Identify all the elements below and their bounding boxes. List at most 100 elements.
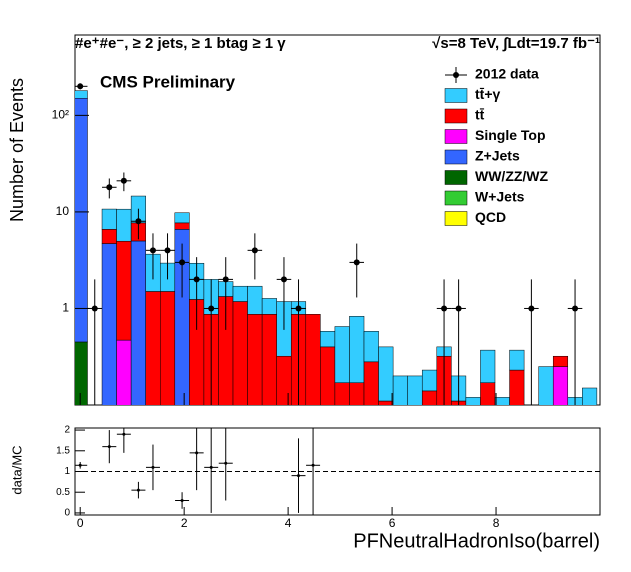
histogram-bar — [75, 90, 88, 99]
legend-swatch — [444, 149, 468, 165]
legend-swatch — [444, 108, 468, 124]
histogram-bar — [116, 208, 132, 242]
histogram-bar — [247, 285, 263, 315]
y-tick-label: 10² — [52, 108, 69, 122]
y-tick-label: 1.5 — [56, 445, 70, 456]
x-tick-label: 8 — [493, 516, 500, 530]
histogram-bar — [101, 229, 117, 244]
data-point — [295, 305, 302, 312]
annotation: CMS Preliminary — [100, 72, 236, 91]
histogram-bar — [101, 208, 117, 230]
histogram-bar — [494, 397, 510, 405]
histogram-bar — [174, 222, 190, 230]
x-axis-label: PFNeutralHadronIso(barrel) — [353, 530, 600, 552]
histogram-bar — [320, 331, 336, 348]
histogram-bar — [320, 346, 336, 405]
histogram-bar — [349, 382, 365, 405]
data-point — [441, 305, 448, 312]
data-point — [222, 276, 229, 283]
x-tick-label: 0 — [77, 516, 84, 530]
data-point — [195, 451, 199, 455]
histogram-bar — [465, 397, 481, 405]
x-tick-label: 4 — [285, 516, 292, 530]
y-tick-label: 10 — [56, 204, 70, 218]
y-tick-label: 0 — [64, 508, 70, 519]
data-point — [151, 465, 155, 469]
histogram-bar — [480, 349, 496, 384]
legend-label: tt̄+γ — [475, 86, 501, 102]
histogram-bar — [538, 366, 554, 405]
data-point — [78, 463, 82, 467]
data-point — [122, 432, 126, 436]
data-point — [179, 259, 186, 266]
data-point — [91, 305, 98, 312]
y-tick-label: 1 — [62, 301, 69, 315]
histogram-bar — [75, 97, 88, 343]
data-point — [455, 305, 462, 312]
legend-label: Single Top — [475, 127, 546, 143]
chart-title: #e⁺#e⁻, ≥ 2 jets, ≥ 1 btag ≥ 1 γ — [75, 35, 286, 52]
histogram-bar — [130, 240, 146, 405]
x-tick-label: 6 — [389, 516, 396, 530]
data-point — [120, 177, 127, 184]
histogram-bar — [276, 355, 292, 405]
histogram-bar — [247, 314, 263, 405]
histogram-bar — [261, 298, 277, 315]
data-point — [208, 305, 215, 312]
y-tick-label: 1 — [64, 466, 70, 477]
histogram-bar — [174, 212, 190, 224]
data-point — [297, 474, 301, 478]
histogram-bar — [582, 387, 598, 405]
histogram-bar — [363, 361, 379, 405]
data-point — [311, 463, 315, 467]
y-tick-label: 2 — [64, 425, 70, 436]
histogram-bar — [552, 366, 569, 405]
legend-label: 2012 data — [475, 66, 539, 82]
chart-subtitle: √s=8 TeV, ∫Ldt=19.7 fb⁻¹ — [432, 35, 600, 52]
data-point — [572, 305, 579, 312]
data-point — [251, 247, 258, 254]
data-point — [136, 488, 140, 492]
histogram-bar — [407, 375, 423, 405]
axes: 1 10 10² 0 0.5 1 1.5 2 0 2 4 6 8 — [52, 108, 500, 531]
data-point — [149, 247, 156, 254]
histogram-bar — [232, 285, 248, 302]
histogram-bar — [552, 355, 569, 367]
legend-swatch — [444, 129, 468, 144]
legend-label: tt̄ — [475, 106, 485, 122]
histogram-bar — [145, 291, 161, 405]
legend-label: QCD — [475, 209, 506, 225]
data-point — [107, 445, 111, 449]
histogram-bar — [509, 369, 525, 405]
histogram-bar — [116, 240, 132, 341]
data-point — [224, 461, 228, 465]
legend-label: Z+Jets — [475, 148, 520, 164]
legend-label: WW/ZZ/WZ — [475, 168, 549, 184]
histogram-bar — [378, 346, 394, 402]
histogram-bar — [421, 390, 438, 405]
histogram-bar — [509, 349, 525, 371]
legend-label: W+Jets — [475, 189, 525, 205]
data-point — [180, 499, 184, 502]
data-point — [164, 247, 171, 254]
histogram-bar — [261, 314, 277, 405]
y-tick-label: 0.5 — [56, 487, 70, 498]
histogram-bar — [567, 397, 583, 405]
data-point — [280, 276, 287, 283]
y-axis-label: Number of Events — [7, 78, 27, 222]
data-point — [209, 465, 213, 469]
ratio-y-label: data/MC — [9, 445, 24, 494]
legend-swatch — [444, 190, 468, 206]
histogram-bar — [349, 316, 365, 384]
legend-marker — [453, 72, 459, 78]
ratio-plot — [75, 428, 600, 515]
data-point — [135, 218, 142, 225]
data-point — [77, 83, 84, 90]
legend-swatch — [444, 211, 468, 226]
data-point — [193, 276, 200, 283]
data-point — [528, 305, 535, 312]
legend: 2012 data tt̄+γ tt̄ Single Top Z+Jets WW/ZZ/W… — [444, 66, 549, 226]
histogram-bar — [392, 375, 408, 405]
histogram-bar — [480, 382, 496, 405]
